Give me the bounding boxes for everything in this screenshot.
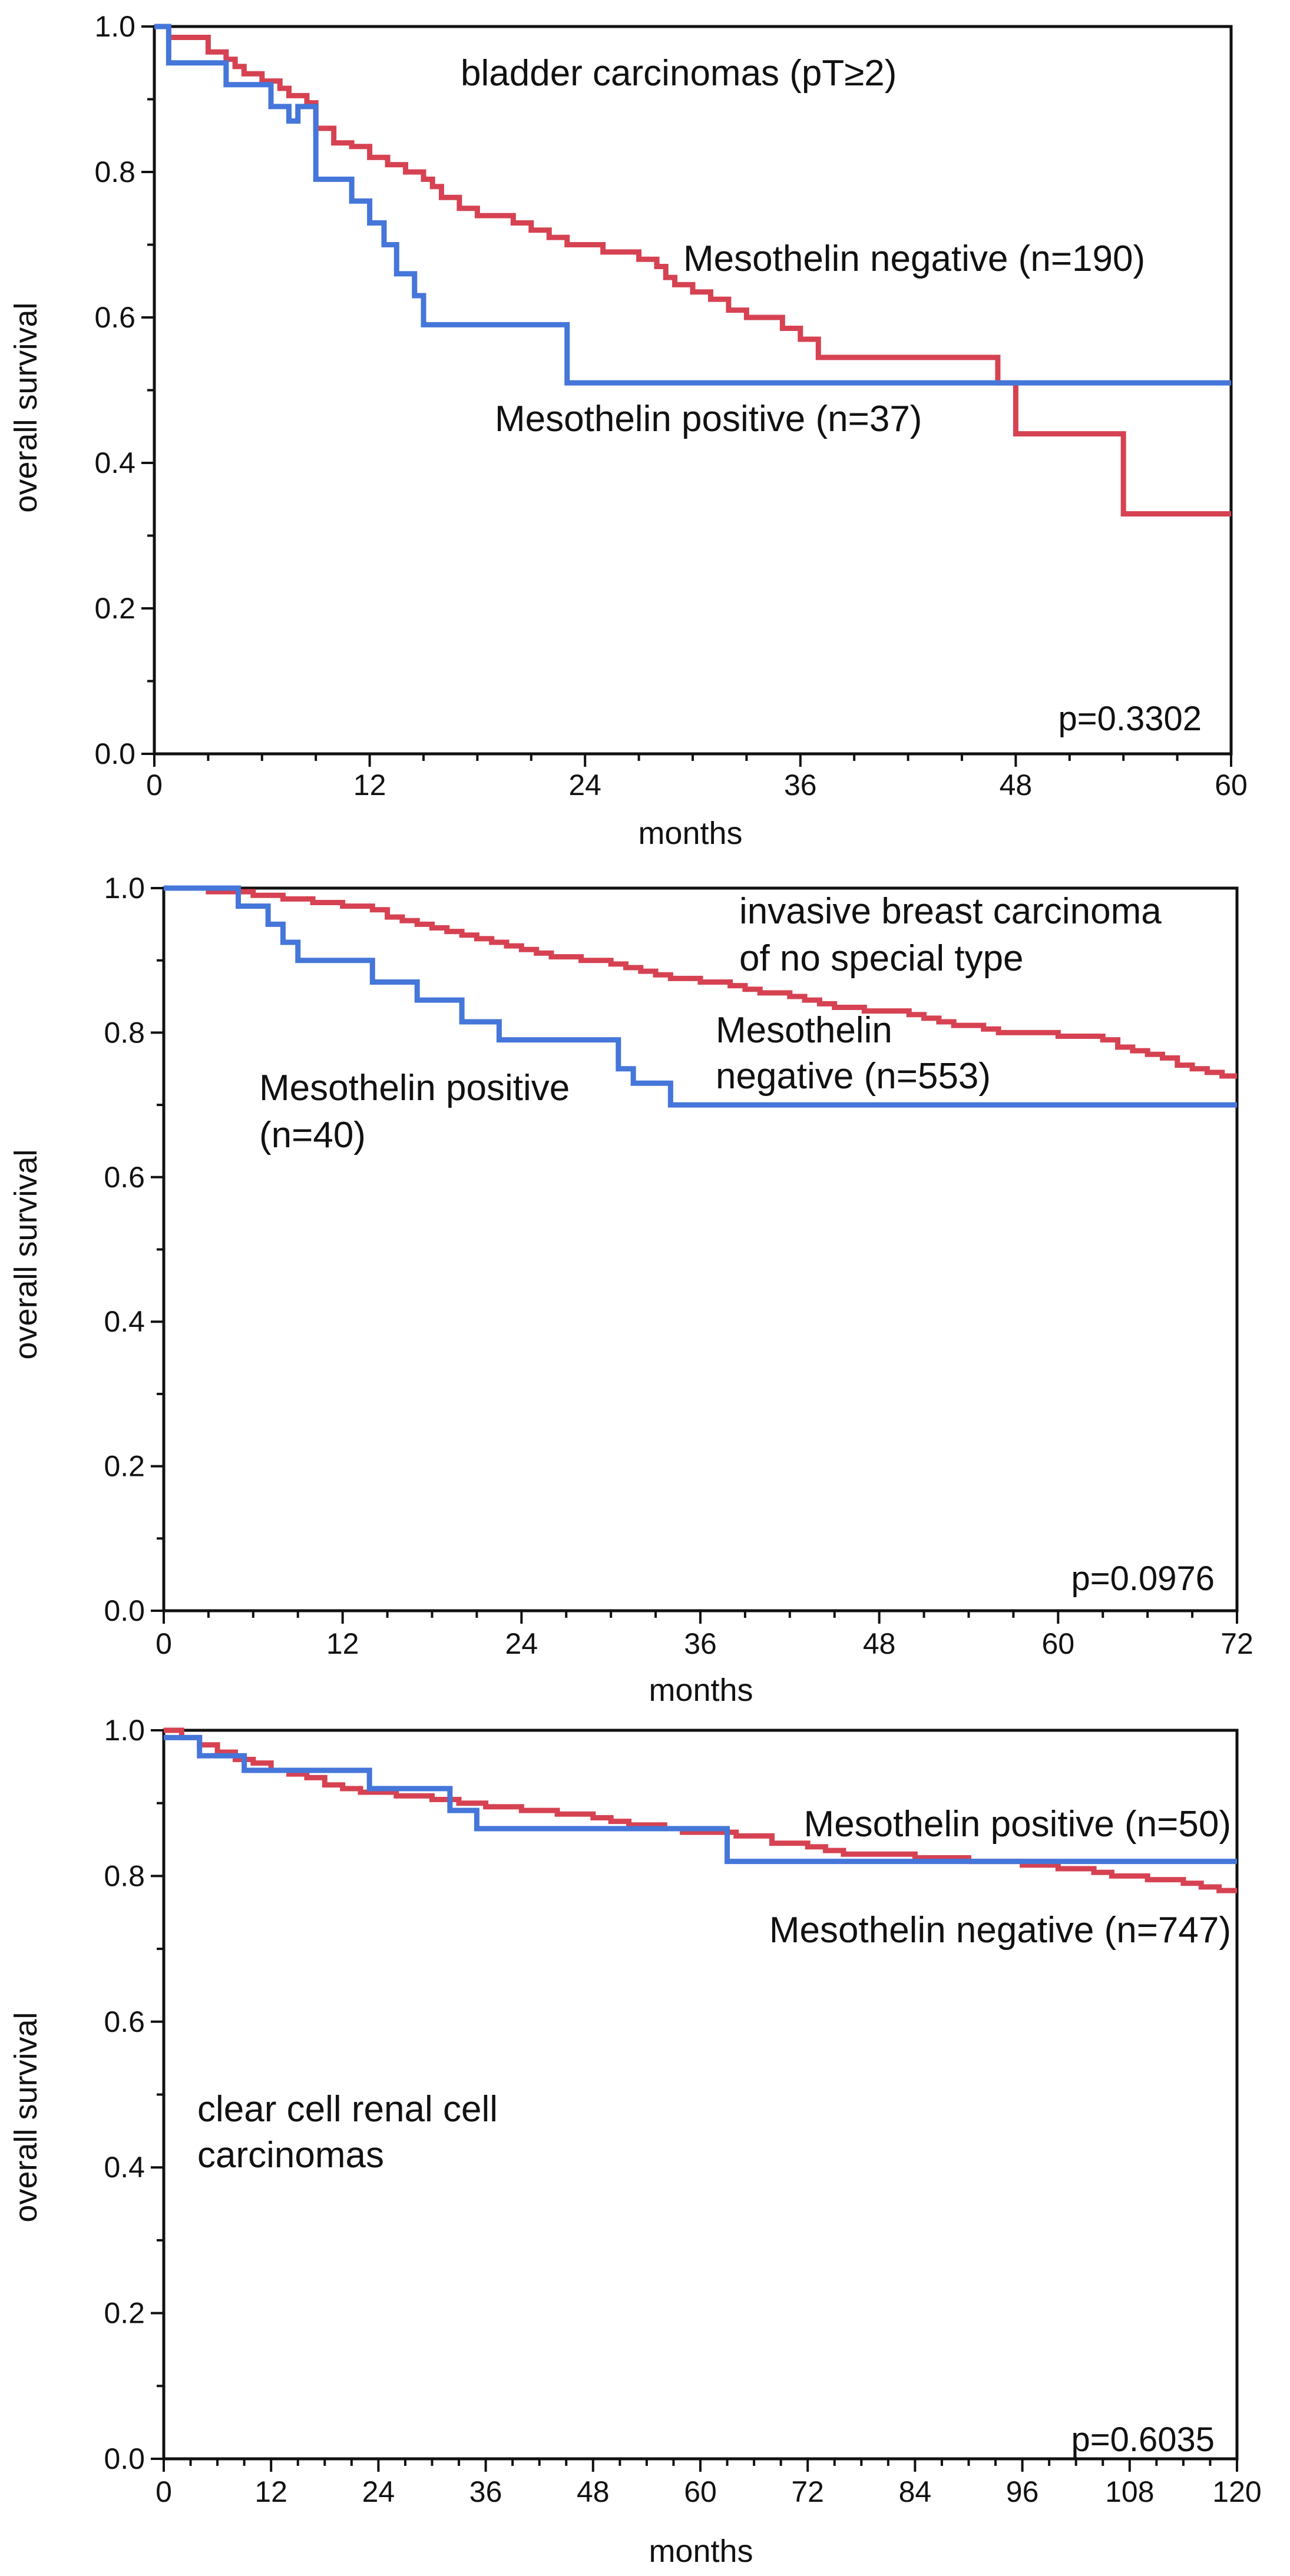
y-axis-label: overall survival	[8, 302, 44, 512]
x-tick-label: 108	[1105, 2475, 1154, 2508]
plot-frame	[162, 886, 1239, 1613]
x-tick-label: 72	[791, 2475, 824, 2508]
x-tick-label: 48	[1000, 769, 1033, 802]
y-tick-label: 0.0	[94, 737, 135, 770]
y-tick-label: 0.4	[104, 1305, 145, 1338]
series-label-negative: Mesothelin negative (n=190)	[683, 239, 1145, 279]
x-tick-label: 120	[1212, 2475, 1261, 2508]
x-tick-label: 60	[1215, 769, 1248, 802]
y-axis-label: overall survival	[8, 2012, 44, 2222]
x-tick-label: 12	[353, 769, 386, 802]
x-tick-label: 60	[1042, 1627, 1075, 1660]
series-line-positive	[164, 885, 1237, 1108]
series-line-negative	[154, 24, 1231, 516]
x-tick-label: 72	[1220, 1627, 1253, 1660]
x-tick-label: 0	[156, 2475, 172, 2508]
p-value: p=0.3302	[1058, 700, 1202, 738]
chart-title-line-2: of no special type	[739, 938, 1024, 979]
y-tick-label: 0.6	[104, 1161, 145, 1194]
y-tick-label: 0.0	[104, 2442, 145, 2475]
y-tick-label: 0.2	[94, 592, 135, 625]
series-line-positive	[154, 24, 1231, 386]
series-label-positive-line-2: (n=40)	[259, 1115, 366, 1155]
plot-area: 0.0 0.2 0.4 0.6 0.8 1.0 0 12 24 36 48 60 72 84 96 108 12…	[104, 1714, 1261, 2508]
series-label-negative: Mesothelin negative (n=747)	[769, 1910, 1231, 1951]
x-axis-label: months	[649, 1673, 753, 1708]
x-tick-label: 0	[156, 1627, 172, 1660]
x-tick-label: 24	[505, 1627, 538, 1660]
y-tick-label: 1.0	[104, 1714, 145, 1747]
x-tick-label: 48	[577, 2475, 610, 2508]
series-label-negative-line-2: negative (n=553)	[716, 1056, 991, 1097]
x-tick-label: 36	[469, 2475, 502, 2508]
series-label-positive: Mesothelin positive (n=50)	[804, 1804, 1231, 1845]
y-tick-label: 1.0	[104, 872, 145, 905]
x-axis-label: months	[649, 2534, 753, 2569]
y-tick-label: 0.0	[104, 1594, 145, 1627]
x-tick-label: 60	[684, 2475, 717, 2508]
y-tick-label: 0.6	[104, 2005, 145, 2038]
y-tick-label: 0.4	[104, 2151, 145, 2184]
series-line-positive	[164, 1734, 1237, 1865]
x-axis-label: months	[638, 816, 742, 851]
y-tick-label: 0.8	[94, 155, 135, 188]
y-tick-label: 0.6	[94, 301, 135, 334]
x-tick-label: 24	[568, 769, 601, 802]
y-tick-label: 1.0	[94, 10, 135, 43]
x-tick-label: 84	[899, 2475, 932, 2508]
x-tick-label: 36	[784, 769, 817, 802]
chart-title-line-1: invasive breast carcinoma	[739, 891, 1162, 932]
chart-title-line-2: carcinomas	[197, 2135, 384, 2176]
x-tick-label: 12	[254, 2475, 287, 2508]
x-tick-label: 96	[1006, 2475, 1039, 2508]
y-tick-label: 0.8	[104, 1859, 145, 1892]
x-tick-label: 0	[146, 769, 163, 802]
series-label-negative-line-1: Mesothelin	[716, 1010, 892, 1051]
x-tick-label: 48	[863, 1627, 896, 1660]
series-label-positive-line-1: Mesothelin positive	[259, 1068, 570, 1108]
series-line-negative	[164, 885, 1237, 1079]
plot-area: 0.0 0.2 0.4 0.6 0.8 1.0 0 12 24 36 48 60 72	[104, 872, 1253, 1660]
y-tick-label: 0.2	[104, 2297, 145, 2330]
y-tick-label: 0.8	[104, 1016, 145, 1049]
plot-area: 0.0 0.2 0.4 0.6 0.8 1.0 0 12 24 36 48 60	[94, 10, 1247, 802]
chart-title-line-1: clear cell renal cell	[197, 2089, 498, 2130]
chart-panel-renal: 0.0 0.2 0.4 0.6 0.8 1.0 0 12 24 36 48 60 72 84 96 108 12…	[8, 1714, 1262, 2569]
chart-panel-breast: 0.0 0.2 0.4 0.6 0.8 1.0 0 12 24 36 48 60 72 overall …	[8, 872, 1253, 1708]
series-label-positive: Mesothelin positive (n=37)	[495, 399, 922, 439]
chart-panel-bladder: 0.0 0.2 0.4 0.6 0.8 1.0 0 12 24 36 48 60 overall su…	[8, 10, 1248, 851]
x-tick-label: 12	[326, 1627, 359, 1660]
chart-title: bladder carcinomas (pT≥2)	[461, 53, 897, 94]
x-tick-label: 36	[684, 1627, 717, 1660]
x-tick-label: 24	[362, 2475, 395, 2508]
y-tick-label: 0.2	[104, 1450, 145, 1483]
y-axis-label: overall survival	[8, 1149, 44, 1359]
y-tick-label: 0.4	[94, 446, 135, 479]
p-value: p=0.0976	[1071, 1559, 1215, 1598]
p-value: p=0.6035	[1071, 2421, 1215, 2459]
